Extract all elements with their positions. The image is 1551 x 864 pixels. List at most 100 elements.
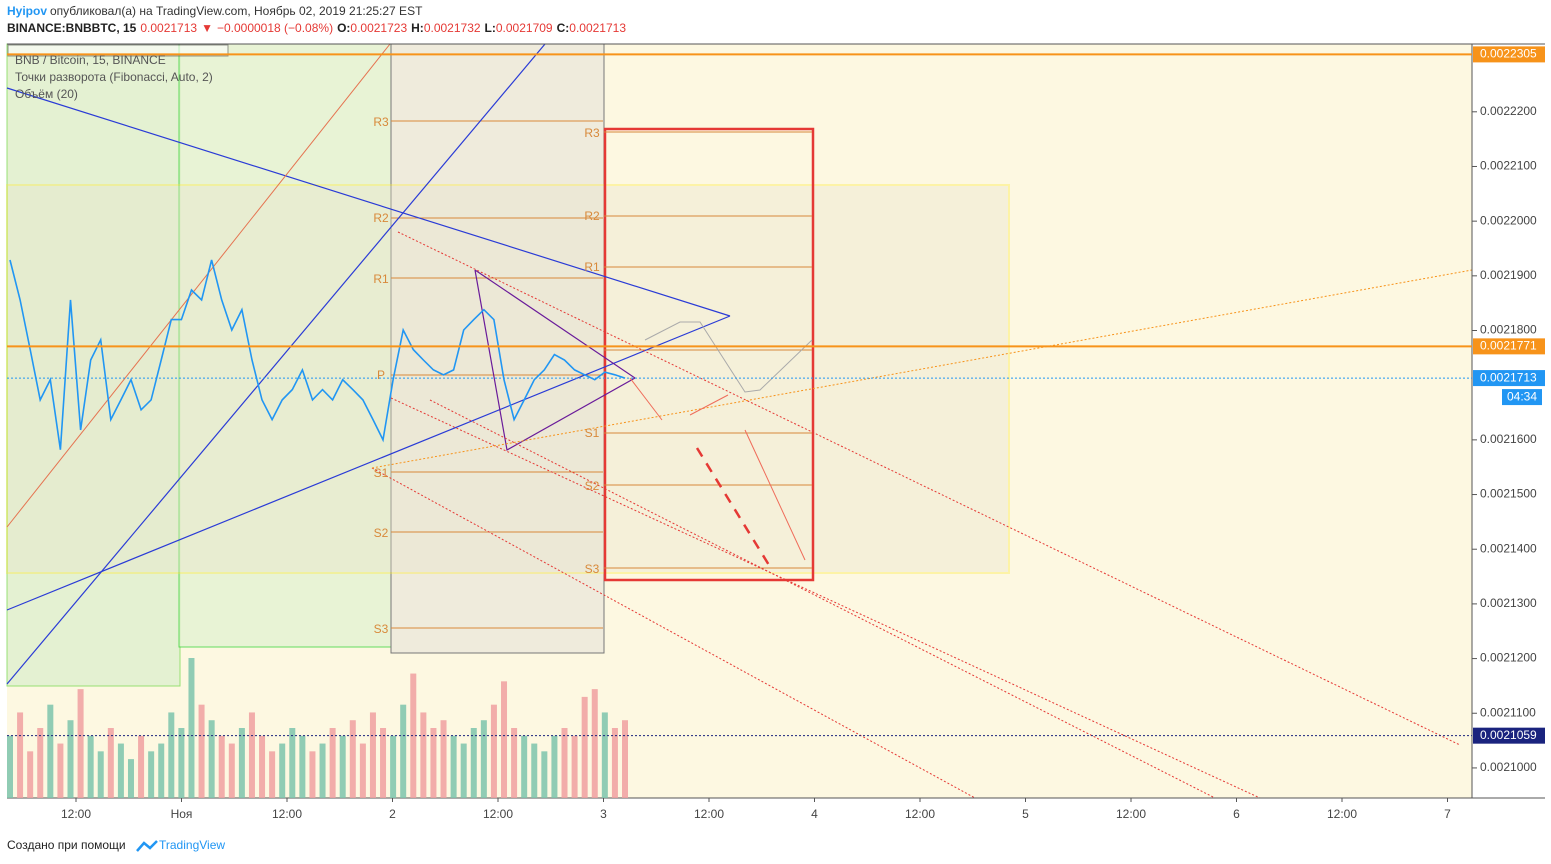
y-tick-label: 0.0021100	[1480, 705, 1536, 719]
volume-bar	[259, 735, 266, 798]
volume-bar	[299, 735, 306, 798]
volume-bar	[521, 735, 528, 798]
pivot-label: S1	[374, 466, 389, 480]
x-tick-label: 12:00	[272, 807, 302, 821]
volume-bar	[319, 743, 326, 798]
volume-bar	[551, 735, 558, 798]
legend-item: Точки разворота (Fibonacci, Auto, 2)	[15, 70, 213, 84]
volume-bar	[27, 751, 34, 798]
pivot-label: S2	[374, 526, 389, 540]
x-tick-label: 2	[389, 807, 396, 821]
header-item: 0.0021713	[569, 21, 626, 35]
volume-bar	[490, 704, 497, 798]
volume-bar	[198, 704, 205, 798]
volume-bar	[400, 704, 407, 798]
x-tick-label: 12:00	[694, 807, 724, 821]
volume-bar	[460, 743, 467, 798]
volume-bar	[7, 735, 13, 798]
price-tag-label: 0.0021713	[1480, 370, 1537, 384]
pivot-label: P	[377, 368, 385, 382]
header-item: 0.0021732	[424, 21, 481, 35]
pivot-label: S2	[585, 479, 600, 493]
forecast-paths	[629, 377, 806, 561]
volume-bar	[470, 728, 477, 798]
volume-bar	[97, 751, 104, 798]
price-tag	[1473, 370, 1545, 387]
x-tick-label: 6	[1233, 807, 1240, 821]
header-item: 0.0021713	[140, 21, 197, 35]
volume-bar	[248, 712, 255, 798]
volume-bar	[17, 712, 24, 798]
y-tick-label: 0.0021900	[1480, 268, 1537, 282]
volume-bar	[339, 735, 346, 798]
volume-bar	[591, 689, 598, 798]
header-item: ▼	[201, 21, 213, 35]
y-tick-label: 0.0021500	[1480, 487, 1537, 501]
volume-bar	[228, 743, 235, 798]
volume-bar	[168, 712, 175, 798]
y-tick-label: 0.0021600	[1480, 432, 1537, 446]
y-tick-label: 0.0021400	[1480, 541, 1537, 555]
price-tag	[1473, 727, 1545, 744]
pivot-label: R1	[584, 260, 600, 274]
logo	[136, 840, 158, 852]
x-tick-label: 12:00	[1327, 807, 1357, 821]
volume-bar	[511, 728, 518, 798]
legend-item: Объём (20)	[15, 87, 78, 101]
volume-bar	[380, 728, 387, 798]
header-item: BINANCE:BNBBTC, 15	[7, 21, 137, 35]
volume-bar	[541, 751, 548, 798]
volume-bar	[329, 728, 336, 798]
y-tick-label: 0.0022000	[1480, 213, 1537, 227]
volume-bar	[561, 728, 568, 798]
countdown: 04:34	[1507, 389, 1537, 403]
author: Hyipov	[7, 4, 47, 18]
zone	[603, 127, 815, 582]
volume-bar	[359, 743, 366, 798]
x-tick-label: 4	[811, 807, 818, 821]
x-tick-label: 12:00	[1116, 807, 1146, 821]
header-item: 0.0021723	[350, 21, 407, 35]
x-tick-label: 5	[1022, 807, 1029, 821]
volume-bar	[289, 728, 296, 798]
pivot-label: S3	[585, 562, 600, 576]
volume-bar	[67, 720, 74, 798]
volume-bar	[57, 743, 64, 798]
volume-bar	[238, 728, 245, 798]
zone	[6, 43, 181, 687]
trend-lines	[6, 43, 731, 685]
x-tick-label: 7	[1444, 807, 1451, 821]
forecast-arrow	[695, 447, 774, 571]
pivot-lines	[391, 120, 812, 629]
zone	[6, 184, 1010, 574]
volume-bar	[390, 735, 397, 798]
volume-bar	[127, 759, 134, 798]
volume-bar	[420, 712, 427, 798]
symbol-line: BINANCE:BNBBTC, 15 0.0021713 ▼ −0.0000018 (…	[7, 21, 626, 35]
trend-line	[6, 43, 391, 528]
y-tick-label: 0.0021300	[1480, 596, 1537, 610]
price-tag	[1473, 46, 1545, 63]
volume-bar	[117, 743, 124, 798]
countdown-tag	[1502, 389, 1542, 406]
y-tick-label: 0.0021000	[1480, 760, 1537, 774]
price-tag-label: 0.0021059	[1480, 728, 1537, 742]
volume-bar	[622, 720, 628, 798]
x-tick-label: 12:00	[483, 807, 513, 821]
volume-bar	[611, 728, 618, 798]
volume-bar	[309, 751, 316, 798]
volume-bar	[138, 735, 145, 798]
zone	[390, 43, 605, 654]
volume-bar	[501, 681, 508, 798]
volume-bar	[349, 720, 356, 798]
volume-bar	[218, 735, 225, 798]
volume-bar	[369, 712, 376, 798]
header-item: L:	[485, 21, 496, 35]
volume-bar	[440, 720, 447, 798]
pivot-label: R1	[373, 272, 389, 286]
volume-bar	[148, 751, 155, 798]
price-axis	[1472, 44, 1551, 798]
volume-bar	[480, 720, 487, 798]
